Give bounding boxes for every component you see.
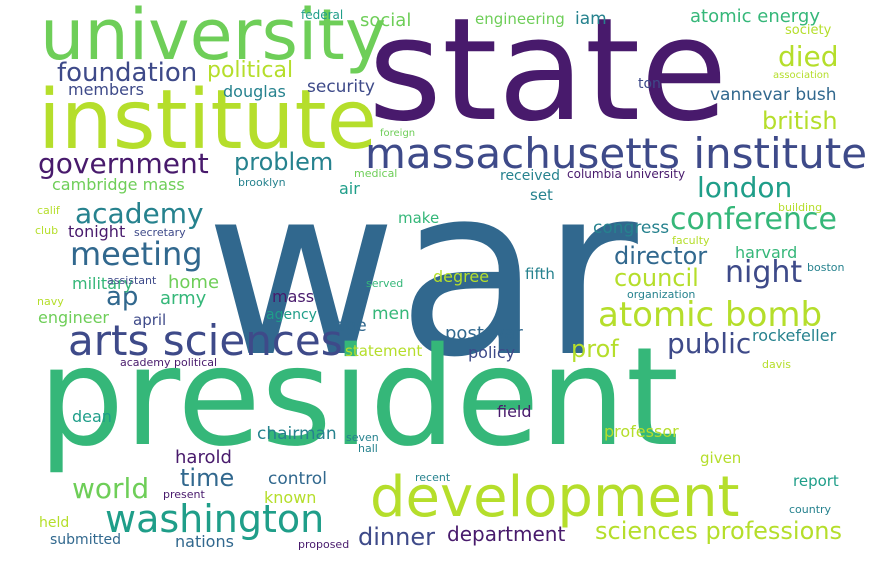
- word-cloud-word: report: [793, 474, 839, 489]
- word-cloud-word: april: [133, 313, 166, 328]
- word-cloud-word: medical: [354, 168, 397, 179]
- word-cloud-word: building: [778, 202, 822, 213]
- word-cloud-word: political: [207, 60, 293, 82]
- word-cloud-word: federal: [301, 9, 343, 21]
- word-cloud-word: tonight: [68, 224, 125, 240]
- word-cloud-word: engineer: [38, 310, 109, 326]
- word-cloud-word: members: [68, 82, 144, 98]
- word-cloud-word: cambridge mass: [52, 177, 185, 193]
- word-cloud-word: foreign: [380, 129, 415, 139]
- word-cloud-word: world: [72, 475, 149, 503]
- word-cloud-word: association: [773, 71, 829, 81]
- word-cloud-word: british: [762, 109, 838, 133]
- word-cloud-word: meeting: [70, 238, 203, 270]
- word-cloud-word: douglas: [223, 84, 286, 100]
- word-cloud-word: nations: [175, 534, 234, 550]
- word-cloud-word: brooklyn: [238, 177, 286, 188]
- word-cloud-word: make: [398, 211, 439, 226]
- word-cloud-word: prof: [571, 337, 619, 361]
- word-cloud-word: set: [530, 188, 553, 203]
- word-cloud-word: davis: [762, 359, 791, 370]
- word-cloud-word: ton: [638, 77, 661, 91]
- word-cloud-word: engineering: [475, 12, 565, 27]
- word-cloud-word: navy: [37, 296, 64, 307]
- word-cloud-word: academy political: [120, 357, 217, 368]
- word-cloud-word: statement: [345, 344, 422, 359]
- word-cloud-word: harold: [175, 449, 232, 467]
- word-cloud-word: agency: [266, 308, 317, 322]
- word-cloud-word: time: [180, 466, 234, 490]
- word-cloud-word: iam: [575, 11, 607, 28]
- word-cloud-word: london: [697, 174, 792, 202]
- word-cloud-word: recent: [415, 472, 450, 483]
- word-cloud-word: calif: [37, 205, 60, 216]
- word-cloud-word: served: [366, 278, 403, 289]
- word-cloud-word: professor: [604, 424, 679, 440]
- word-cloud-word: present: [163, 489, 205, 500]
- word-cloud-word: society: [785, 24, 831, 37]
- word-cloud-word: degree: [433, 269, 489, 285]
- word-cloud-word: home: [168, 274, 219, 292]
- word-cloud-word: government: [38, 150, 209, 178]
- word-cloud-word: public: [667, 330, 751, 358]
- word-cloud-word: club: [35, 225, 58, 236]
- word-cloud-word: hall: [358, 443, 378, 454]
- word-cloud-word: received: [500, 169, 560, 183]
- word-cloud-word: council: [614, 266, 699, 290]
- word-cloud-word: men: [372, 306, 410, 323]
- word-cloud-word: died: [778, 43, 839, 71]
- word-cloud-word: fifth: [525, 267, 555, 282]
- word-cloud-word: given: [700, 451, 741, 466]
- word-cloud-word: known: [264, 490, 316, 506]
- word-cloud-word: post war: [445, 325, 523, 343]
- word-cloud-word: air: [339, 181, 360, 197]
- word-cloud-word: faculty: [672, 235, 710, 246]
- word-cloud-word: age: [335, 318, 367, 335]
- word-cloud-word: sciences professions: [595, 519, 842, 543]
- word-cloud-word: social: [360, 12, 411, 30]
- word-cloud-word: control: [268, 471, 327, 488]
- word-cloud-word: proposed: [298, 539, 349, 550]
- word-cloud-word: night: [725, 258, 802, 288]
- word-cloud-word: problem: [234, 150, 333, 174]
- word-cloud-word: harvard: [735, 245, 797, 261]
- word-cloud-word: policy: [468, 345, 515, 361]
- word-cloud-word: vannevar bush: [710, 87, 837, 104]
- word-cloud-word: held: [39, 516, 69, 530]
- word-cloud-word: dinner: [358, 525, 435, 549]
- word-cloud-word: mass: [272, 289, 314, 305]
- word-cloud-word: field: [497, 404, 532, 420]
- word-cloud-word: columbia university: [567, 168, 685, 180]
- word-cloud-word: organization: [627, 289, 695, 300]
- word-cloud-word: chairman: [257, 426, 337, 443]
- word-cloud-word: dean: [72, 409, 112, 425]
- word-cloud-word: assistant: [107, 275, 156, 286]
- word-cloud-word: rockefeller: [752, 328, 836, 344]
- word-cloud-word: congress: [593, 220, 669, 237]
- word-cloud-word: submitted: [50, 533, 121, 547]
- word-cloud-word: boston: [807, 262, 844, 273]
- word-cloud-word: country: [789, 504, 831, 515]
- word-cloud-word: department: [447, 524, 565, 544]
- word-cloud-word: secretary: [134, 227, 186, 238]
- word-cloud-word: security: [307, 79, 375, 96]
